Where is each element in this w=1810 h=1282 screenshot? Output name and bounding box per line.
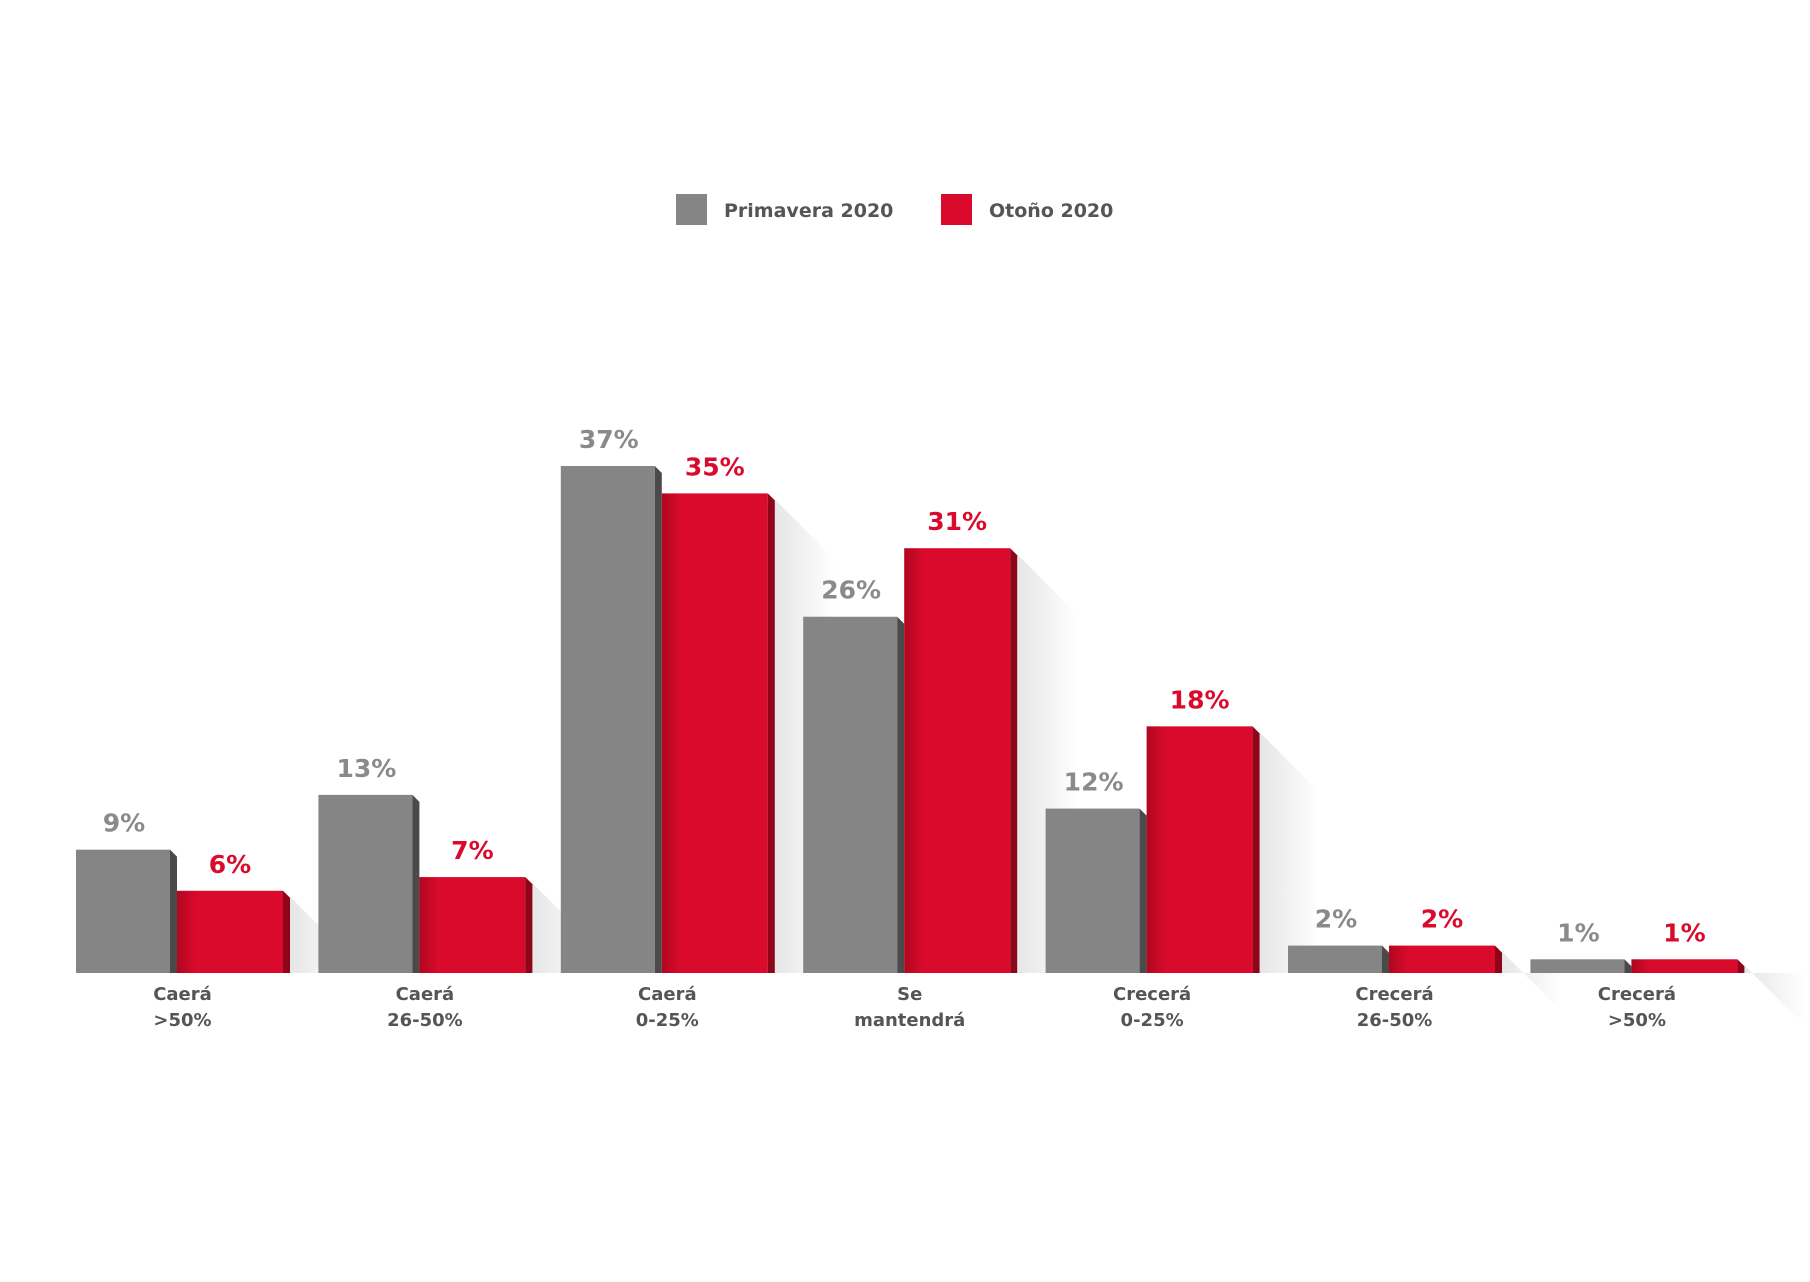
legend-swatch-primavera-2020 — [676, 194, 707, 225]
value-label-otono-2020: 31% — [927, 507, 987, 536]
bar-otono-2020 — [1631, 959, 1738, 973]
category-labels: Caerá >50% Caerá 26-50% Caerá 0-25% Se mantendr… — [153, 984, 1676, 1031]
category-label: Caerá — [396, 984, 455, 1005]
value-label-otono-2020: 2% — [1421, 905, 1463, 934]
bar-otono-2020-side — [1495, 945, 1502, 973]
bar-shadow — [1744, 965, 1805, 1026]
bar-primavera-2020 — [318, 794, 413, 973]
bar-otono-2020 — [1146, 726, 1253, 973]
category-label: 0-25% — [636, 1010, 699, 1031]
bar-primavera-2020 — [76, 849, 170, 973]
bar-otono-2020-side — [1252, 726, 1260, 973]
legend-label-otono-2020: Otoño 2020 — [989, 200, 1113, 222]
bar-shadow — [1502, 951, 1562, 1012]
category-label: 26-50% — [387, 1010, 463, 1031]
value-label-primavera-2020: 1% — [1557, 918, 1599, 947]
bar-primavera-2020-side — [412, 794, 420, 973]
bar-otono-2020-side — [1737, 959, 1745, 973]
value-label-primavera-2020: 12% — [1064, 768, 1124, 797]
category-label: Crecerá — [1113, 984, 1191, 1005]
bar-primavera-2020 — [1530, 959, 1625, 973]
value-label-primavera-2020: 26% — [821, 576, 881, 605]
bar-primavera-2020-side — [1624, 959, 1632, 973]
category-label: Caerá — [153, 984, 212, 1005]
bar-primavera-2020-side — [170, 849, 177, 973]
legend-swatch-otono-2020 — [941, 194, 972, 225]
legend: Primavera 2020 Otoño 2020 — [676, 194, 1113, 225]
category-label: Crecerá — [1598, 984, 1676, 1005]
value-label-primavera-2020: 9% — [103, 809, 145, 838]
category-label: Caerá — [638, 984, 697, 1005]
bar-primavera-2020 — [1045, 808, 1140, 973]
category-label: >50% — [1608, 1010, 1666, 1031]
bar-otono-2020-side — [525, 877, 533, 973]
value-label-otono-2020: 18% — [1170, 685, 1230, 714]
bar-otono-2020-side — [1010, 548, 1018, 973]
category-label: 26-50% — [1357, 1010, 1433, 1031]
bar-otono-2020-side — [767, 493, 775, 973]
value-label-primavera-2020: 37% — [579, 425, 639, 454]
value-label-otono-2020: 1% — [1663, 918, 1705, 947]
bars — [76, 466, 1745, 973]
bar-otono-2020 — [1389, 945, 1495, 973]
bar-otono-2020 — [904, 548, 1011, 973]
value-label-otono-2020: 6% — [209, 850, 251, 879]
value-labels: 9% 6% 13% 7% 37% 35% 26% 31% 12% 18% 2% 2% 1% 1% — [103, 425, 1706, 947]
category-label: Se — [897, 984, 922, 1005]
bar-primavera-2020 — [803, 616, 898, 973]
bar-otono-2020 — [661, 493, 768, 973]
category-label: mantendrá — [854, 1010, 965, 1031]
category-label: 0-25% — [1121, 1010, 1184, 1031]
category-label: Crecerá — [1355, 984, 1433, 1005]
value-label-primavera-2020: 13% — [336, 754, 396, 783]
bar-primavera-2020-side — [1382, 945, 1389, 973]
bar-shadow — [1259, 732, 1320, 973]
bar-otono-2020-side — [283, 890, 290, 973]
bar-primavera-2020 — [560, 466, 655, 973]
bar-primavera-2020-side — [897, 616, 905, 973]
bar-otono-2020 — [419, 877, 526, 973]
bar-primavera-2020-side — [654, 466, 662, 973]
value-label-otono-2020: 35% — [685, 452, 745, 481]
legend-label-primavera-2020: Primavera 2020 — [724, 200, 893, 222]
value-label-otono-2020: 7% — [451, 836, 493, 865]
category-label: >50% — [153, 1010, 211, 1031]
bar-otono-2020 — [177, 890, 283, 973]
bar-primavera-2020 — [1288, 945, 1382, 973]
bar-primavera-2020-side — [1139, 808, 1147, 973]
value-label-primavera-2020: 2% — [1315, 905, 1357, 934]
